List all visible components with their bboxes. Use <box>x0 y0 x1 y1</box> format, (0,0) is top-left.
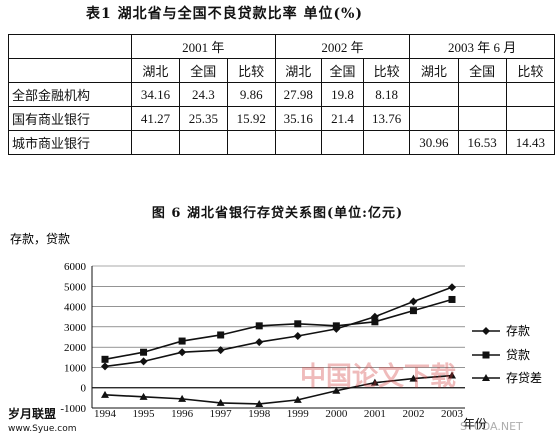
series-2-point <box>370 378 379 386</box>
y-tick-label: 0 <box>81 383 87 395</box>
table-cell <box>362 130 411 155</box>
series-1-point <box>255 322 263 330</box>
table-cell: 34.16 <box>131 82 180 107</box>
group-header-2001: 2001 年 <box>131 34 276 59</box>
series-2-point <box>216 398 225 406</box>
series-line-0 <box>104 286 453 368</box>
series-2-point <box>448 371 456 379</box>
x-tick-label: 1995 <box>133 408 156 420</box>
series-2-point <box>101 390 109 398</box>
x-tick-label: 1998 <box>248 408 271 420</box>
legend-label-2: 存贷差 <box>506 371 542 385</box>
group-header-2003: 2003 年 6 月 <box>409 34 555 59</box>
row-label: 国有商业银行 <box>8 106 132 131</box>
x-tick-label: 1997 <box>210 408 233 420</box>
series-1-point <box>101 355 109 363</box>
series-line-2 <box>104 374 453 405</box>
series-0-point <box>139 357 148 366</box>
y-tick-label: 2000 <box>64 342 87 354</box>
y-tick-label: 6000 <box>64 261 87 273</box>
table-cell: 14.43 <box>505 130 555 155</box>
x-tick-label: 2001 <box>364 408 386 420</box>
legend-marker-0 <box>482 327 490 335</box>
series-2-point <box>332 386 341 394</box>
table-cell <box>226 130 276 155</box>
table-row: 国有商业银行 41.27 25.35 15.92 35.16 21.4 13.7… <box>8 106 555 131</box>
table-cell <box>505 106 555 131</box>
table-cell: 30.96 <box>409 130 459 155</box>
series-0-point <box>216 346 225 355</box>
subheader-cell: 湖北 <box>131 58 180 83</box>
table-cell: 27.98 <box>274 82 322 107</box>
series-2-point <box>178 394 187 402</box>
row-label: 城市商业银行 <box>8 130 132 155</box>
subheader-cell: 湖北 <box>274 58 322 83</box>
table-subheader-row: 湖北 全国 比较 湖北 全国 比较 湖北 全国 比较 <box>8 58 555 83</box>
table-row: 城市商业银行 30.96 16.53 14.43 <box>8 130 555 155</box>
table-cell <box>131 130 180 155</box>
table-cell: 19.8 <box>320 82 364 107</box>
x-tick-label: 1994 <box>94 408 117 420</box>
series-line-1 <box>104 298 453 361</box>
series-2-point <box>409 374 418 382</box>
table-cell: 15.92 <box>226 106 276 131</box>
legend-marker-2 <box>482 374 490 381</box>
table-cell <box>178 130 228 155</box>
legend-label-0: 存款 <box>506 324 530 338</box>
chart-title: 图 6 湖北省银行存贷关系图(单位:亿元) <box>151 206 404 221</box>
series-2-point <box>139 392 148 400</box>
series-1-point <box>371 318 379 326</box>
legend-label-1: 贷款 <box>506 348 530 362</box>
table-cell: 9.86 <box>226 82 276 107</box>
series-1-point <box>178 337 186 345</box>
watermark-url-right: STUDA.NET <box>460 420 523 433</box>
series-0-point <box>448 283 456 292</box>
table-corner-cell <box>8 34 132 59</box>
y-tick-label: 5000 <box>64 281 87 293</box>
x-tick-label: 1996 <box>171 408 194 420</box>
y-tick-label: -1000 <box>60 403 86 415</box>
series-2-point <box>293 395 302 403</box>
x-axis-label: 年份 <box>463 417 487 431</box>
watermark-url-left: www.Syue.com <box>8 424 77 434</box>
subheader-cell: 全国 <box>178 58 228 83</box>
table-cell: 16.53 <box>457 130 507 155</box>
x-tick-label: 2003 <box>441 408 464 420</box>
table-cell <box>274 130 322 155</box>
x-tick-label: 2000 <box>325 408 348 420</box>
y-tick-label: 3000 <box>64 322 87 334</box>
series-1-point <box>217 331 225 339</box>
series-1-point <box>140 348 148 356</box>
series-0-point <box>255 338 264 347</box>
y-axis-label: 存款，贷款 <box>10 232 70 246</box>
table-group-header-row: 2001 年 2002 年 2003 年 6 月 <box>8 34 555 59</box>
y-tick-label: 4000 <box>64 302 87 314</box>
y-tick-label: 1000 <box>64 362 87 374</box>
series-0-point <box>101 362 109 371</box>
npl-ratio-table: 2001 年 2002 年 2003 年 6 月 湖北 全国 比较 湖北 全国 … <box>8 34 555 155</box>
series-0-point <box>178 348 187 357</box>
subheader-cell: 全国 <box>320 58 364 83</box>
watermark-logo-right: 中国论文下载 <box>300 362 457 392</box>
watermark-logo-left: 岁月联盟 <box>8 407 57 421</box>
subheader-cell: 比较 <box>362 58 411 83</box>
series-1-point <box>332 322 340 330</box>
x-tick-label: 2002 <box>402 408 424 420</box>
legend-marker-1 <box>482 351 490 359</box>
table-cell <box>320 130 364 155</box>
table-cell: 24.3 <box>178 82 228 107</box>
table-cell: 41.27 <box>131 106 180 131</box>
table-cell: 25.35 <box>178 106 228 131</box>
x-tick-label: 1999 <box>287 408 310 420</box>
table-cell <box>409 82 459 107</box>
series-1-point <box>409 307 417 315</box>
series-2-point <box>255 399 264 407</box>
series-1-point <box>294 320 302 328</box>
series-1-point <box>448 295 456 303</box>
series-0-point <box>409 297 418 306</box>
table-title: 表1 湖北省与全国不良贷款比率 单位(%) <box>86 6 364 22</box>
series-0-point <box>293 331 302 340</box>
